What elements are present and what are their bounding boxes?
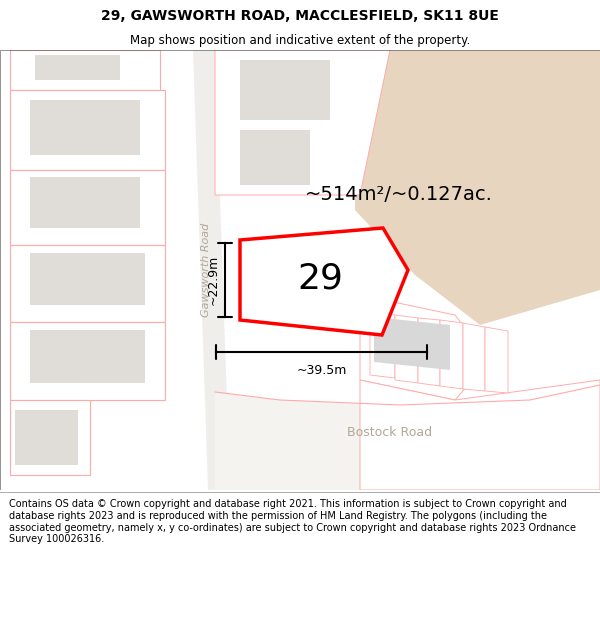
Polygon shape xyxy=(418,318,440,386)
Polygon shape xyxy=(10,322,165,400)
Text: Gawsworth Road: Gawsworth Road xyxy=(201,223,211,317)
Polygon shape xyxy=(30,177,140,228)
Polygon shape xyxy=(360,295,490,400)
Polygon shape xyxy=(463,323,485,391)
Polygon shape xyxy=(30,100,140,155)
Polygon shape xyxy=(10,400,90,475)
Polygon shape xyxy=(440,320,463,389)
Polygon shape xyxy=(355,50,600,325)
Polygon shape xyxy=(35,55,120,80)
Polygon shape xyxy=(360,380,600,490)
Polygon shape xyxy=(215,385,600,490)
Polygon shape xyxy=(30,253,145,305)
Polygon shape xyxy=(374,317,450,370)
Text: 29: 29 xyxy=(298,262,344,296)
Polygon shape xyxy=(395,315,418,383)
Polygon shape xyxy=(10,50,160,90)
Polygon shape xyxy=(240,60,330,120)
Text: ~22.9m: ~22.9m xyxy=(207,255,220,305)
Polygon shape xyxy=(240,228,408,335)
Polygon shape xyxy=(10,170,165,245)
Polygon shape xyxy=(30,330,145,383)
Polygon shape xyxy=(215,50,390,195)
Polygon shape xyxy=(485,327,508,393)
Text: Contains OS data © Crown copyright and database right 2021. This information is : Contains OS data © Crown copyright and d… xyxy=(9,499,576,544)
Text: Map shows position and indicative extent of the property.: Map shows position and indicative extent… xyxy=(130,34,470,47)
Text: Bostock Road: Bostock Road xyxy=(347,426,433,439)
Polygon shape xyxy=(240,130,310,185)
Polygon shape xyxy=(15,410,78,465)
Polygon shape xyxy=(370,312,395,378)
Polygon shape xyxy=(193,50,230,490)
Text: 29, GAWSWORTH ROAD, MACCLESFIELD, SK11 8UE: 29, GAWSWORTH ROAD, MACCLESFIELD, SK11 8… xyxy=(101,9,499,23)
Text: ~514m²/~0.127ac.: ~514m²/~0.127ac. xyxy=(305,186,493,204)
Polygon shape xyxy=(10,90,165,170)
Polygon shape xyxy=(10,245,165,322)
Text: ~39.5m: ~39.5m xyxy=(296,364,347,377)
